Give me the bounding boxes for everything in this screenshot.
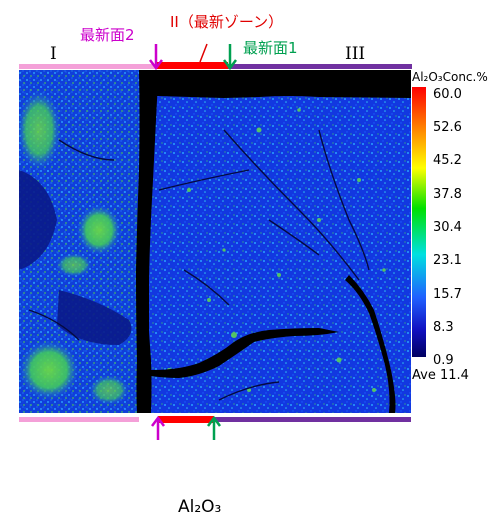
colorbar-tick: 8.3 <box>433 320 454 335</box>
arrow-up-icon <box>207 415 221 440</box>
zone-1-label: I <box>50 44 57 64</box>
colorbar-tick: 0.9 <box>433 353 454 368</box>
colorbar-tick: 52.6 <box>433 120 462 135</box>
zone-1-bar-top <box>19 64 157 69</box>
colorbar-tick: 37.8 <box>433 187 462 202</box>
zone-1-bar-bottom <box>19 417 139 422</box>
al2o3-concentration-map <box>19 70 411 413</box>
arrow-up-icon <box>151 415 165 440</box>
zone-3-label: III <box>345 44 366 64</box>
arrow-down-icon <box>223 44 237 71</box>
zone-2-bar-bottom <box>158 416 214 423</box>
colorbar-average: Ave 11.4 <box>412 368 469 383</box>
surface-1-label-top: 最新面1 <box>243 39 298 57</box>
colorbar-title: Al₂O₃Conc.% <box>412 70 488 84</box>
colorbar-gradient <box>412 87 426 357</box>
colorbar-tick: 15.7 <box>433 287 462 302</box>
zone-2-bar-top <box>157 62 228 69</box>
zone-2-label: II（最新ゾーン） <box>170 13 284 31</box>
zone-2-pointer <box>199 43 208 63</box>
colorbar-tick: 30.4 <box>433 220 462 235</box>
colorbar-tick: 45.2 <box>433 153 462 168</box>
arrow-down-icon <box>149 44 163 71</box>
zone-3-bar-bottom <box>214 417 411 422</box>
figure-caption: Al₂O₃ <box>178 497 222 517</box>
surface-2-label-top: 最新面2 <box>80 26 135 44</box>
colorbar-tick: 23.1 <box>433 253 462 268</box>
colorbar-tick: 60.0 <box>433 87 462 102</box>
zone-3-bar-top <box>228 64 412 69</box>
